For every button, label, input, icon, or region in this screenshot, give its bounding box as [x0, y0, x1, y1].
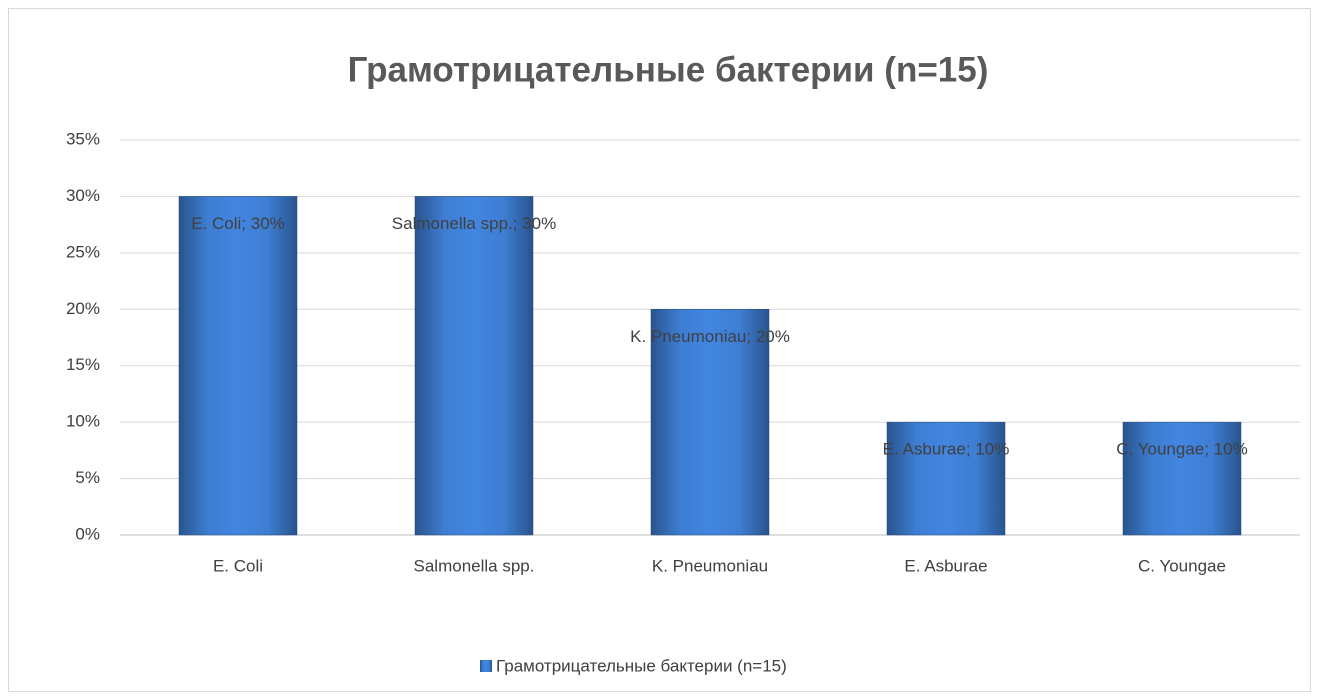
legend-label: Грамотрицательные бактерии (n=15) [496, 656, 787, 675]
bar [650, 309, 770, 536]
chart-title: Грамотрицательные бактерии (n=15) [348, 50, 989, 89]
data-label: E. Coli; 30% [191, 214, 285, 233]
data-label: E. Asburae; 10% [883, 440, 1010, 459]
bar [886, 421, 1006, 536]
legend-swatch [480, 660, 492, 672]
y-tick-label: 35% [66, 129, 100, 148]
x-tick-label: E. Coli [213, 556, 263, 575]
data-label: Salmonella spp.; 30% [392, 214, 556, 233]
x-tick-label: C. Youngae [1138, 556, 1226, 575]
y-tick-label: 30% [66, 186, 100, 205]
y-tick-label: 0% [75, 524, 100, 543]
bar [1122, 421, 1242, 536]
data-label: C. Youngae; 10% [1116, 440, 1247, 459]
y-tick-label: 15% [66, 355, 100, 374]
y-tick-label: 25% [66, 242, 100, 261]
x-tick-label: Salmonella spp. [414, 556, 535, 575]
bar [414, 196, 534, 536]
data-label: K. Pneumoniau; 20% [630, 327, 790, 346]
y-tick-label: 20% [66, 299, 100, 318]
x-tick-label: K. Pneumoniau [652, 556, 768, 575]
bar [178, 196, 298, 536]
y-tick-label: 5% [75, 468, 100, 487]
x-tick-label: E. Asburae [904, 556, 987, 575]
y-tick-label: 10% [66, 412, 100, 431]
